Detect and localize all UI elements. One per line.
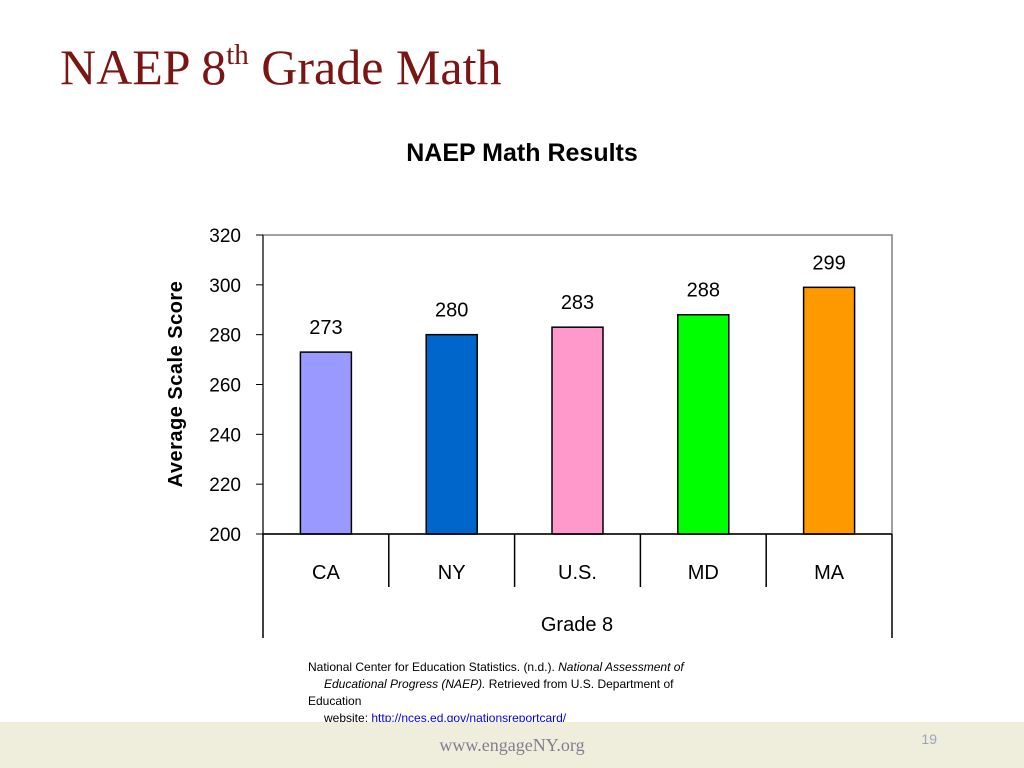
- slide-title: NAEP 8th Grade Math: [60, 39, 502, 95]
- y-tick-label: 260: [209, 376, 241, 397]
- page-number: 19: [921, 731, 937, 747]
- slide-title-superscript: th: [226, 39, 249, 71]
- data-label: 299: [812, 252, 845, 274]
- chart-title: NAEP Math Results: [406, 139, 638, 167]
- x-category-label: U.S.: [558, 562, 597, 584]
- bar-md: [677, 313, 730, 535]
- citation-text: National Center for Education Statistics…: [308, 660, 559, 674]
- citation-line-1: National Center for Education Statistics…: [308, 659, 748, 676]
- slide-title-suffix: Grade Math: [248, 39, 502, 95]
- data-label: 280: [435, 300, 468, 322]
- x-axis: CA NY U.S. MD MA: [262, 533, 893, 638]
- y-tick-label: 320: [209, 226, 241, 247]
- y-tick-label: 220: [209, 475, 241, 496]
- slide-title-prefix: NAEP 8: [60, 39, 227, 95]
- citation-title-end: Educational Progress (NAEP).: [324, 677, 486, 691]
- citation-title-start: National Assessment of: [558, 660, 684, 674]
- data-label: 273: [309, 317, 342, 339]
- x-category-label: MD: [688, 562, 719, 584]
- y-axis: 200 220 240 260 280 300 320: [209, 226, 264, 546]
- citation-line-4: website: http://nces.ed.gov/nationsrepor…: [308, 710, 748, 727]
- y-tick-label: 200: [209, 525, 241, 546]
- y-tick-label: 300: [209, 276, 241, 297]
- footer-url: www.engageNY.org: [439, 735, 585, 755]
- y-tick-label: 240: [209, 425, 241, 446]
- citation-website-prefix: website:: [324, 711, 372, 725]
- data-labels: 273 280 283 288 299: [309, 252, 846, 339]
- citation-link[interactable]: http://nces.ed.gov/nationsreportcard/: [371, 711, 567, 725]
- y-tick-label: 280: [209, 326, 241, 347]
- x-category-label: NY: [438, 562, 466, 584]
- data-label: 283: [561, 292, 594, 314]
- x-category-label: MA: [814, 562, 845, 584]
- bar-chart: NAEP Math Results Average Scale Score 20…: [165, 139, 893, 638]
- bar-ny: [425, 333, 478, 535]
- bar-ca: [299, 351, 353, 535]
- citation: National Center for Education Statistics…: [308, 659, 748, 727]
- citation-text: Retrieved from U.S. Department of: [485, 677, 674, 691]
- data-label: 288: [687, 280, 720, 302]
- citation-line-3: Education: [308, 694, 362, 708]
- x-category-label: CA: [312, 562, 340, 584]
- y-axis-label: Average Scale Score: [165, 281, 187, 488]
- bars: [299, 286, 856, 535]
- x-group-label: Grade 8: [541, 614, 613, 636]
- footer: www.engageNY.org 19: [0, 722, 1024, 768]
- bar-ma: [802, 286, 856, 535]
- citation-line-2: Educational Progress (NAEP). Retrieved f…: [308, 676, 748, 693]
- bar-us: [551, 326, 604, 535]
